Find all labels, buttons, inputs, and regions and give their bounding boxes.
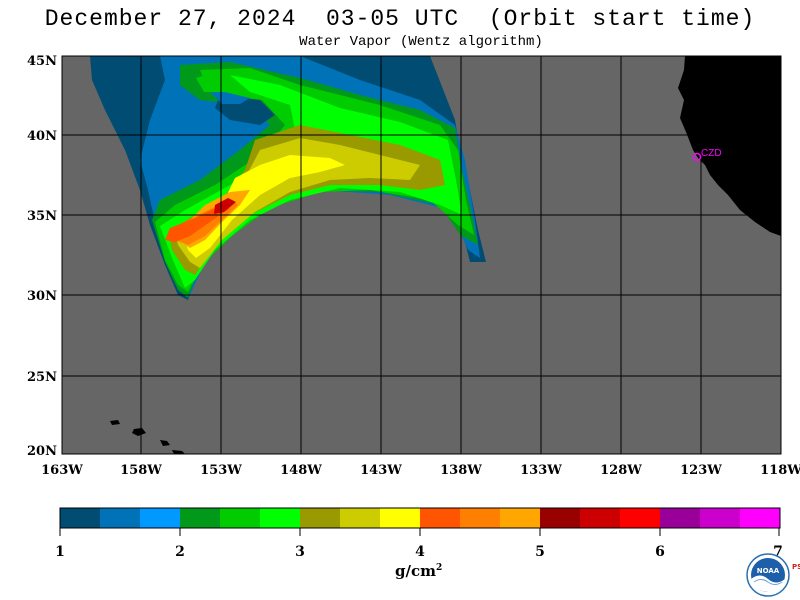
lon-label: 138W bbox=[440, 463, 482, 478]
colorbar-cell bbox=[340, 508, 381, 528]
colorbar-cell bbox=[660, 508, 701, 528]
colorbar-cell bbox=[220, 508, 261, 528]
colorbar-cell bbox=[100, 508, 141, 528]
swath-vapor-5-5.5 bbox=[214, 198, 236, 214]
north-america-coast bbox=[678, 56, 781, 236]
map-frame bbox=[61, 55, 782, 455]
colorbar-cell bbox=[620, 508, 661, 528]
lon-label: 128W bbox=[600, 463, 642, 478]
lon-label: 118W bbox=[760, 463, 800, 478]
lon-label: 153W bbox=[200, 463, 242, 478]
colorbar-cell bbox=[700, 508, 741, 528]
longitude-labels: 163W 158W 153W 148W 143W 138W 133W 128W … bbox=[41, 463, 800, 478]
colorbar-cell bbox=[260, 508, 301, 528]
colorbar-cell bbox=[500, 508, 541, 528]
colorbar-units: g/cm2 bbox=[395, 562, 442, 580]
psl-logo-text: PSL bbox=[792, 563, 800, 571]
colorbar-label: 1 bbox=[55, 544, 65, 560]
lon-label: 133W bbox=[520, 463, 562, 478]
colorbar-label: 2 bbox=[175, 544, 185, 560]
lat-label: 20N bbox=[27, 444, 57, 459]
colorbar-cell bbox=[380, 508, 421, 528]
noaa-logo-text: NOAA bbox=[757, 567, 780, 575]
colorbar-cell bbox=[580, 508, 621, 528]
swath-dry-hole-edge bbox=[210, 92, 250, 104]
units-exponent: 2 bbox=[435, 563, 443, 573]
colorbar-label: 6 bbox=[655, 544, 665, 560]
station-label: CZD bbox=[701, 148, 722, 159]
map-grid bbox=[62, 56, 781, 454]
swath-vapor-4-4.5 bbox=[185, 155, 345, 258]
units-base: g/cm bbox=[395, 562, 436, 580]
lat-label: 25N bbox=[27, 370, 57, 385]
lon-label: 163W bbox=[41, 463, 83, 478]
latitude-labels: 45N 40N 35N 30N 25N 20N bbox=[27, 54, 57, 459]
colorbar-label: 7 bbox=[773, 544, 783, 560]
map-title: December 27, 2024 03-05 UTC (Orbit start… bbox=[44, 6, 756, 32]
colorbar-cell bbox=[540, 508, 581, 528]
lon-label: 143W bbox=[360, 463, 402, 478]
colorbar-label: 3 bbox=[295, 544, 305, 560]
colorbar-cell bbox=[300, 508, 341, 528]
hawaii-island-3 bbox=[160, 440, 170, 446]
swath-vapor-3.5-4 bbox=[175, 138, 420, 268]
noaa-logo: NOAA bbox=[746, 553, 790, 597]
lon-label: 123W bbox=[680, 463, 722, 478]
colorbar-cell bbox=[740, 508, 781, 528]
lat-label: 35N bbox=[27, 209, 57, 224]
colorbar-label: 5 bbox=[535, 544, 545, 560]
colorbar-labels: 1 2 3 4 5 6 7 bbox=[55, 544, 783, 560]
colorbar-cell bbox=[140, 508, 181, 528]
colorbar-cell bbox=[60, 508, 101, 528]
colorbar bbox=[60, 508, 781, 528]
station-marker bbox=[692, 152, 702, 162]
colorbar-cell bbox=[460, 508, 501, 528]
hawaii-island-2 bbox=[132, 428, 146, 436]
colorbar-ticks bbox=[59, 528, 780, 536]
swath-vapor-4-4.5-red bbox=[165, 205, 230, 242]
colorbar-cell bbox=[420, 508, 461, 528]
map-subtitle: Water Vapor (Wentz algorithm) bbox=[299, 34, 543, 50]
colorbar-label: 4 bbox=[415, 544, 425, 560]
hawaii-island-4 bbox=[172, 450, 185, 454]
lon-label: 148W bbox=[280, 463, 322, 478]
lat-label: 45N bbox=[27, 54, 57, 69]
lat-label: 40N bbox=[27, 129, 57, 144]
colorbar-cell bbox=[180, 508, 221, 528]
lon-label: 158W bbox=[120, 463, 162, 478]
hawaii-island-1 bbox=[110, 420, 120, 425]
lat-label: 30N bbox=[27, 289, 57, 304]
